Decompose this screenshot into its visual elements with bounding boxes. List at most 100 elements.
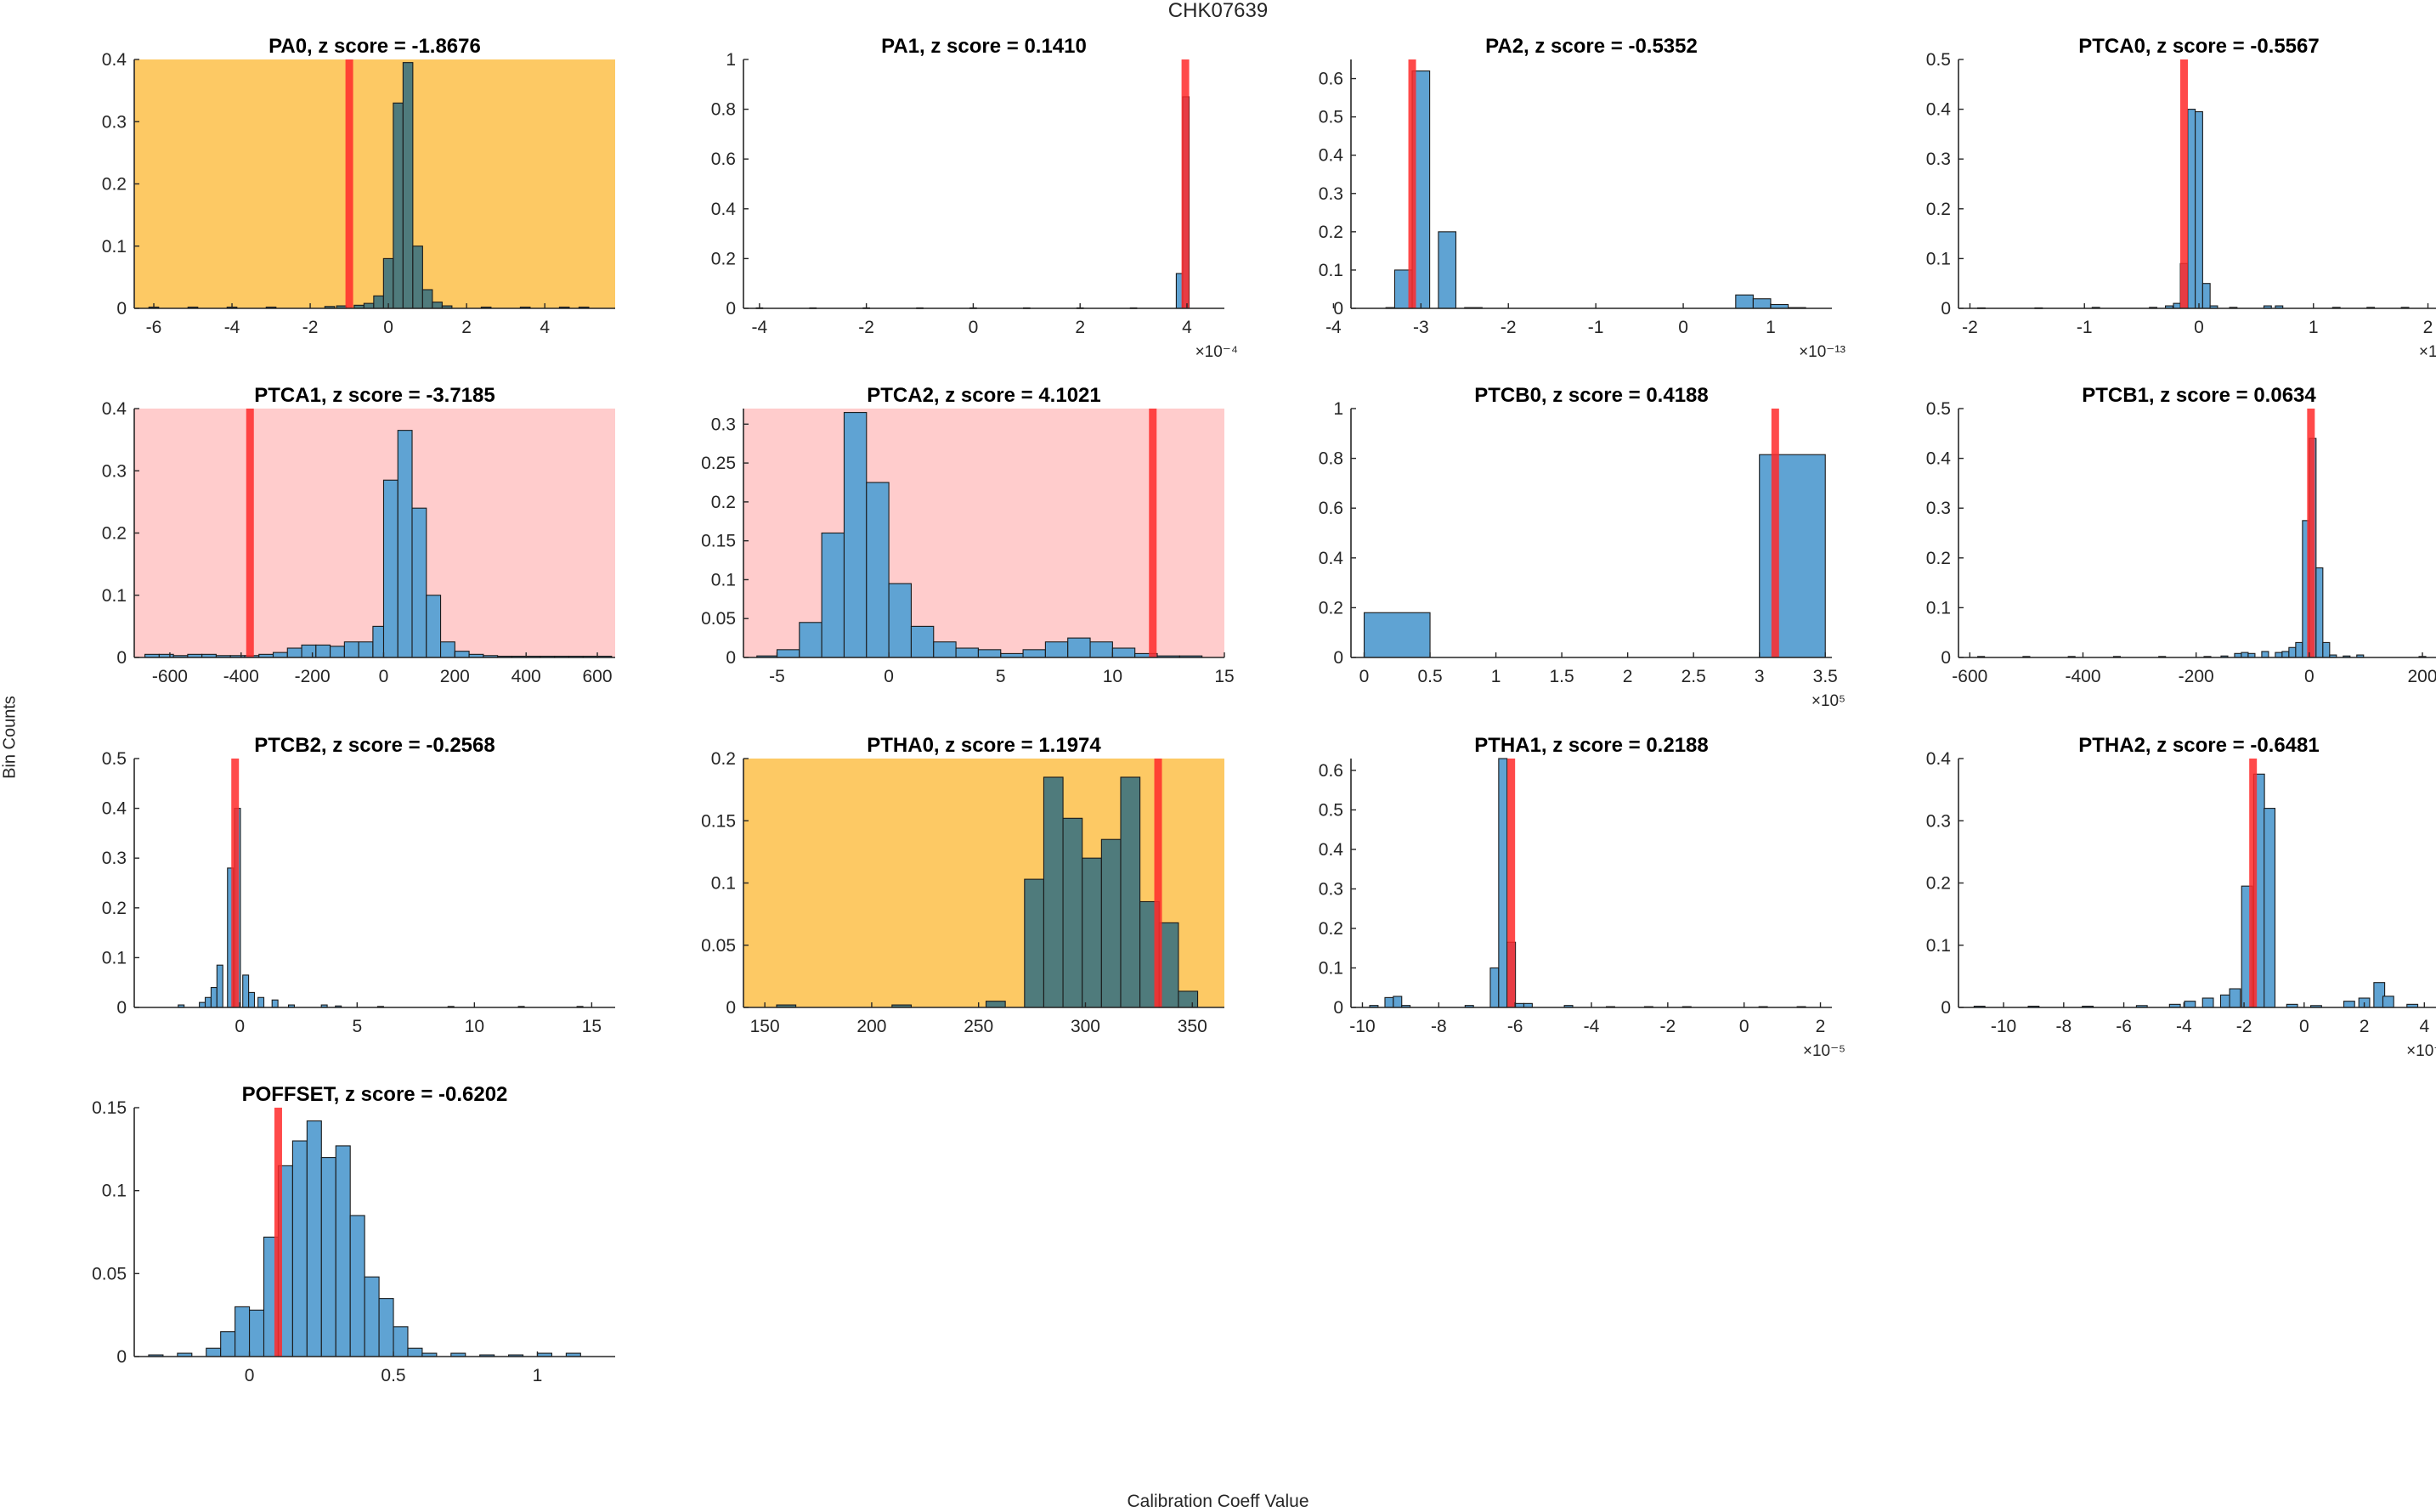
x-tick-label: 0 — [2194, 318, 2204, 337]
histogram-bar — [250, 1310, 264, 1357]
zscore-marker-line — [2180, 59, 2188, 308]
zscore-marker-line — [2249, 759, 2257, 1007]
y-tick-label: 0.2 — [1926, 549, 1951, 568]
histogram-bar — [359, 642, 373, 657]
x-tick-label: -1 — [2077, 318, 2093, 337]
histogram-bar — [393, 103, 404, 308]
x-axis-exponent: ×10⁵ — [1811, 692, 1845, 710]
x-tick-label: 0.5 — [1417, 667, 1442, 686]
y-tick-label: 0.3 — [1926, 499, 1951, 518]
histogram-bar — [243, 975, 249, 1007]
zscore-marker-line — [1155, 759, 1162, 1007]
histogram-bar — [777, 650, 799, 657]
x-tick-label: 4 — [540, 318, 550, 337]
x-tick-label: 1 — [533, 1366, 543, 1385]
x-tick-label: 0 — [2299, 1017, 2309, 1036]
y-tick-label: 0 — [1941, 998, 1951, 1018]
histogram-bar — [800, 623, 822, 657]
histogram-bar — [403, 63, 413, 308]
x-tick-label: -10 — [1991, 1017, 2016, 1036]
y-tick-label: 0.8 — [1319, 449, 1343, 469]
y-tick-label: 0.4 — [102, 799, 127, 819]
x-tick-label: -2 — [858, 318, 874, 337]
histogram-bar — [1025, 879, 1044, 1007]
x-tick-label: -4 — [1584, 1017, 1600, 1036]
x-tick-label: 10 — [1103, 667, 1122, 686]
x-axis-exponent: ×10⁻¹² — [2406, 1042, 2436, 1060]
x-tick-label: 250 — [964, 1017, 993, 1036]
histogram-bar — [1045, 642, 1067, 657]
y-tick-label: 0.3 — [102, 112, 127, 132]
y-tick-label: 0 — [116, 998, 127, 1018]
x-tick-label: -5 — [769, 667, 785, 686]
histogram-bar — [374, 296, 384, 308]
x-tick-label: 2 — [1816, 1017, 1826, 1036]
histogram-bar — [1438, 232, 1456, 308]
zscore-marker-line — [231, 759, 239, 1007]
y-tick-label: 0 — [116, 299, 127, 319]
x-tick-label: 5 — [352, 1017, 362, 1036]
subplot-background — [134, 59, 615, 308]
histogram-bar — [911, 626, 933, 657]
y-tick-label: 0.5 — [102, 749, 127, 769]
histogram-bar — [934, 642, 956, 657]
histogram-bar — [2184, 1001, 2196, 1007]
histogram-bar — [1068, 638, 1090, 657]
y-tick-label: 0.1 — [711, 874, 736, 894]
y-tick-label: 0 — [726, 998, 736, 1018]
subplot-title: PTCB2, z score = -0.2568 — [254, 734, 495, 757]
histogram-bar — [408, 1348, 422, 1357]
histogram-bar — [2202, 284, 2210, 308]
x-tick-label: -200 — [295, 667, 331, 686]
y-tick-label: 0.15 — [701, 532, 736, 551]
x-axis-exponent: ×10⁵ — [2419, 343, 2436, 361]
histogram-bar — [364, 303, 374, 308]
histogram-bar — [292, 1141, 307, 1357]
x-tick-label: -6 — [1507, 1017, 1523, 1036]
histogram-bar — [258, 997, 264, 1007]
y-tick-label: 0.05 — [92, 1264, 127, 1284]
x-tick-label: 200 — [856, 1017, 886, 1036]
y-tick-label: 0 — [116, 1347, 127, 1367]
y-tick-label: 0.1 — [1319, 958, 1343, 978]
y-tick-label: 0.2 — [1319, 598, 1343, 618]
x-tick-label: 0 — [884, 667, 894, 686]
y-tick-label: 0 — [1333, 648, 1343, 668]
y-tick-label: 0.2 — [711, 493, 736, 512]
histogram-bar — [379, 1299, 393, 1357]
histogram-bar — [2316, 568, 2323, 657]
x-tick-label: 4 — [1182, 318, 1192, 337]
histogram-bar — [344, 642, 359, 657]
subplot-title: PTCA0, z score = -0.5567 — [2078, 35, 2319, 58]
x-tick-label: 15 — [1214, 667, 1234, 686]
y-tick-label: 0.25 — [701, 454, 736, 473]
subplot-background — [134, 409, 615, 657]
histogram-bar — [956, 648, 978, 657]
subplot-title: PTHA0, z score = 1.1974 — [867, 734, 1101, 757]
histogram-bar — [867, 482, 889, 657]
histogram-bar — [2282, 652, 2289, 657]
subplot-title: PTCB0, z score = 0.4188 — [1474, 384, 1708, 407]
x-tick-label: 0.5 — [381, 1366, 405, 1385]
histogram-bar — [1385, 997, 1393, 1007]
y-tick-label: 0.2 — [1926, 874, 1951, 894]
histogram-bar — [274, 652, 288, 657]
subplot-title: PTCA1, z score = -3.7185 — [254, 384, 495, 407]
y-tick-label: 0.3 — [102, 461, 127, 481]
x-tick-label: 0 — [235, 1017, 245, 1036]
y-tick-label: 0.15 — [92, 1098, 127, 1118]
histogram-bar — [2289, 647, 2296, 657]
histogram-bar — [307, 1121, 321, 1357]
y-tick-label: 0.2 — [711, 749, 736, 769]
histogram-bar — [1112, 648, 1134, 657]
x-tick-label: 3.5 — [1813, 667, 1838, 686]
x-tick-label: -8 — [2055, 1017, 2071, 1036]
y-tick-label: 1 — [726, 50, 736, 70]
y-tick-label: 0.15 — [701, 811, 736, 831]
